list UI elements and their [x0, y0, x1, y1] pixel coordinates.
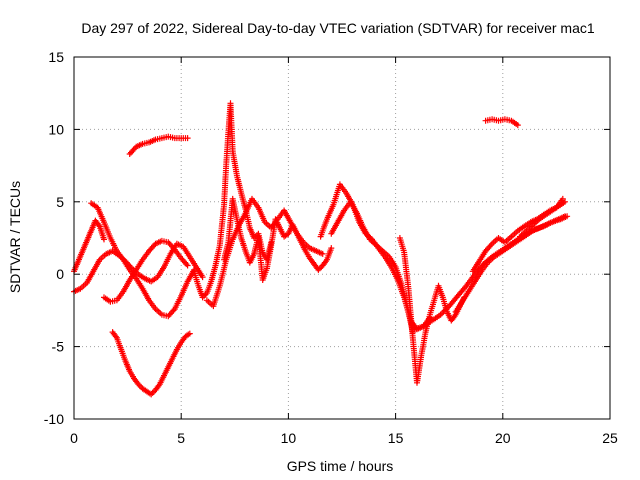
series-arc-9 [221, 195, 335, 283]
chart-title: Day 297 of 2022, Sidereal Day-to-day VTE… [81, 20, 594, 36]
y-tick-label: 5 [56, 194, 64, 210]
x-axis-label: GPS time / hours [287, 458, 394, 474]
series-arc-6 [126, 133, 191, 157]
data-point [562, 198, 568, 205]
series-arc-11 [328, 198, 416, 336]
grid [74, 57, 610, 419]
series-arc-5 [109, 329, 193, 398]
y-axis-label: SDTVAR / TECUs [7, 181, 23, 293]
y-tick-label: 15 [48, 49, 64, 65]
x-tick-label: 20 [495, 430, 511, 446]
data-point [562, 213, 568, 220]
y-tick-label: -5 [52, 339, 65, 355]
series-arc-10 [317, 181, 433, 333]
x-tick-label: 5 [177, 430, 185, 446]
x-tick-label: 15 [388, 430, 404, 446]
data-point [186, 330, 193, 337]
series-arc-16 [482, 116, 521, 129]
x-tick-label: 10 [281, 430, 297, 446]
plot-frame [73, 56, 611, 420]
x-tick-label: 25 [602, 430, 618, 446]
series-arc-3 [101, 237, 191, 305]
data-point [328, 245, 335, 252]
y-tick-label: -10 [44, 411, 64, 427]
series-arc-14 [452, 213, 568, 315]
series-arc-2 [88, 200, 198, 320]
data-point [319, 250, 326, 257]
data-point [184, 262, 191, 269]
y-tick-label: 10 [48, 121, 64, 137]
data-point [199, 274, 206, 281]
series-arc-13 [411, 213, 571, 333]
x-tick-label: 0 [70, 430, 78, 446]
data-point [101, 236, 107, 243]
data-point [184, 135, 191, 142]
series-arc-17 [517, 198, 568, 240]
data-points [71, 100, 571, 398]
series-arc-4 [71, 217, 107, 275]
axis-ticks: 0 5 10 15 20 25 -10 -5 0 5 10 15 [44, 49, 618, 446]
data-point [514, 122, 521, 129]
y-tick-label: 0 [56, 266, 64, 282]
